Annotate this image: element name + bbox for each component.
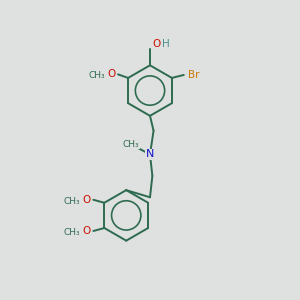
Text: O: O [82, 226, 91, 236]
Text: O: O [107, 69, 115, 80]
Text: CH₃: CH₃ [63, 197, 80, 206]
Text: CH₃: CH₃ [89, 71, 106, 80]
Text: CH₃: CH₃ [63, 228, 80, 237]
Text: Br: Br [188, 70, 199, 80]
Text: O: O [152, 39, 161, 49]
Text: CH₃: CH₃ [122, 140, 139, 148]
Text: O: O [82, 195, 91, 205]
Text: N: N [146, 149, 154, 160]
Text: H: H [163, 39, 170, 49]
